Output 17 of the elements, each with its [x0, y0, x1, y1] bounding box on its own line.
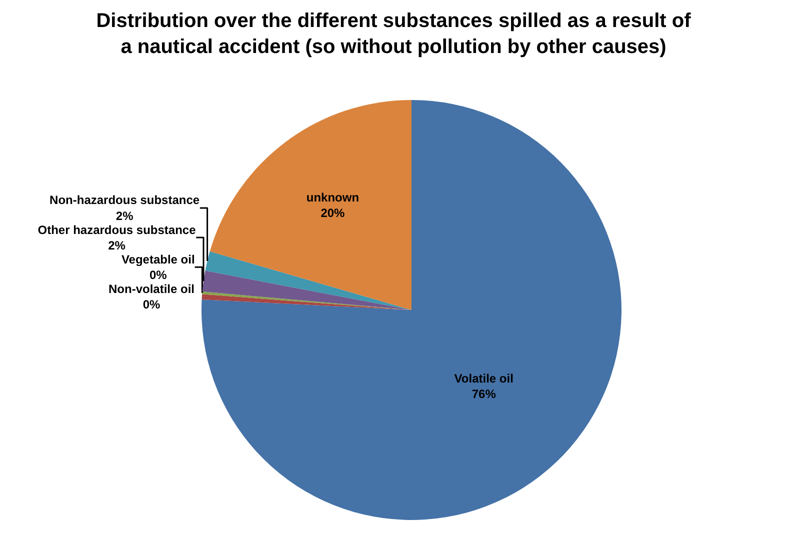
slice-label: unknown: [306, 190, 360, 204]
slice-label: Other hazardous substance: [38, 222, 196, 237]
chart-title: Distribution over the different substances spilled as a result of a nautical accident (so without pollution by other causes): [96, 10, 692, 58]
data-label: 0%: [142, 298, 161, 312]
slice-label: Non-volatile oil: [108, 282, 195, 296]
slice-label: Non-hazardous substance: [50, 193, 200, 208]
pie-slice: [205, 251, 412, 310]
slice-label: Volatile oil: [454, 371, 514, 386]
pie-slice: [202, 100, 622, 520]
pie-slice: [210, 100, 412, 310]
data-label: 20%: [320, 206, 346, 220]
slice-label: Vegetable oil: [121, 252, 195, 266]
data-label: 2%: [108, 238, 126, 252]
data-label: 2%: [116, 208, 134, 223]
data-label: 0%: [149, 268, 168, 282]
pie-slice: [202, 270, 412, 310]
data-label: 76%: [472, 386, 496, 401]
